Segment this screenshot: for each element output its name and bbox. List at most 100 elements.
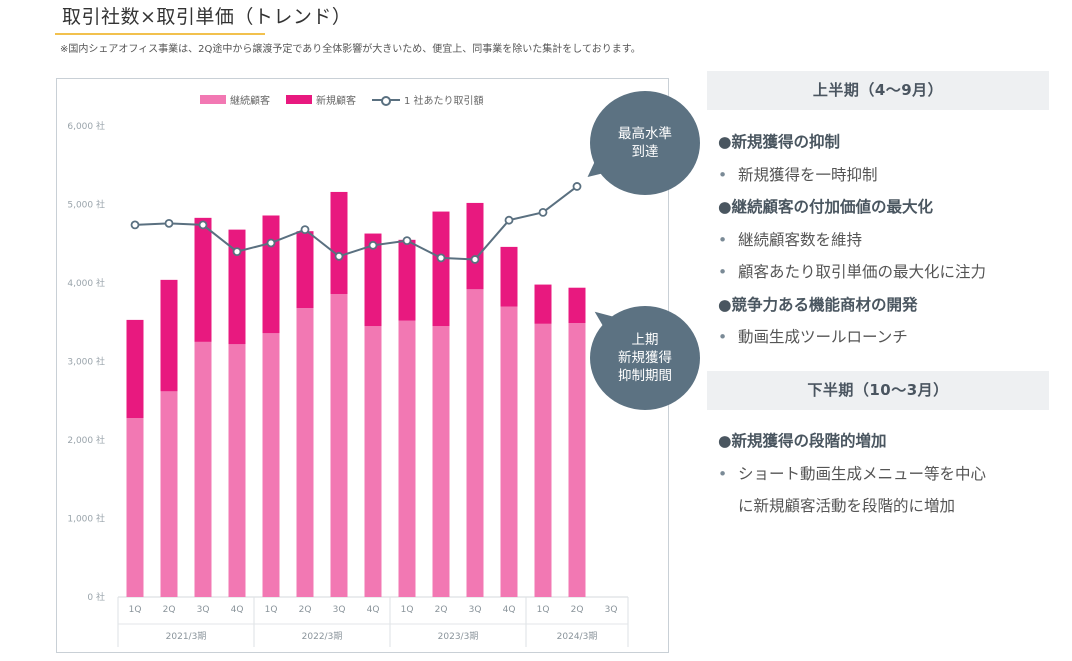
chart-frame (56, 78, 669, 653)
line-point (164, 218, 174, 228)
second-half-heading-0: ●新規獲得の段階的増加 (718, 432, 887, 450)
bar-continuing (228, 344, 246, 597)
line-point (232, 247, 242, 257)
legend-continuing-swatch (200, 95, 226, 104)
group-label: 2024/3期 (557, 631, 598, 642)
bar-new (126, 319, 144, 419)
bar-new (398, 239, 416, 321)
group-label: 2022/3期 (302, 631, 343, 642)
line-point (198, 220, 208, 230)
line-per-company-amount (134, 185, 578, 261)
bar-new (534, 284, 552, 324)
first-half-bullet-6: 動画生成ツールローンチ (718, 321, 1058, 354)
y-tick-label: 0 社 (87, 591, 105, 603)
first-half-heading-2: ●継続顧客の付加価値の最大化 (718, 198, 934, 216)
bar-new (364, 233, 382, 327)
bar-continuing (194, 341, 212, 597)
legend-continuing-label: 継続顧客 (230, 96, 270, 107)
line-point (470, 255, 480, 264)
first-half-bullet-4: 顧客あたり取引単価の最大化に注力 (718, 256, 1058, 289)
bar-continuing (160, 391, 178, 597)
callout-bubble-suppression: 上期 新規獲得 抑制期間 (590, 306, 700, 410)
second-half-list: ●新規獲得の段階的増加ショート動画生成メニュー等を中心に新規顧客活動を段階的に増… (718, 425, 1058, 523)
second-half-header: 下半期（10〜3月） (707, 371, 1049, 410)
first-half-bullet-3: 継続顧客数を維持 (718, 224, 1058, 257)
x-tick-label: 2Q (299, 605, 312, 615)
bar-continuing (126, 418, 144, 597)
group-label: 2023/3期 (438, 631, 479, 642)
bar-continuing (262, 333, 280, 597)
line-point (436, 253, 446, 263)
legend-line-label: 1 社あたり取引額 (404, 96, 484, 107)
legend-new-label: 新規顧客 (316, 96, 356, 107)
legend-new-swatch (286, 95, 312, 104)
x-tick-label: 4Q (503, 605, 516, 615)
bar-new (228, 229, 246, 345)
bar-new (432, 211, 450, 327)
first-half-header: 上半期（4〜9月） (707, 71, 1049, 110)
x-tick-label: 4Q (231, 605, 244, 615)
legend-continuing: 継続顧客 (200, 92, 270, 107)
bar-continuing (466, 289, 484, 597)
legend-new: 新規顧客 (286, 92, 356, 107)
line-point (402, 236, 412, 246)
first-half-heading-5: ●競争力ある機能商材の開発 (718, 295, 918, 314)
bar-new (568, 287, 586, 324)
bar-continuing (500, 306, 518, 597)
callout-bubble-peak: 最高水準 到達 (590, 91, 700, 195)
stacked-bar-line-chart: 0 社 1,000 社 2,000 社 3,000 社 4,000 社 5,000 社 6,… (67, 120, 629, 647)
bar-continuing (432, 326, 450, 597)
line-point (368, 240, 378, 250)
y-tick-label: 4,000 社 (67, 277, 105, 289)
bar-new (466, 202, 484, 290)
bar-new (160, 279, 178, 392)
y-tick-label: 1,000 社 (67, 513, 105, 525)
page-title: 取引社数×取引単価（トレンド） (62, 6, 352, 28)
legend-line-swatch (372, 95, 400, 106)
chart-legend: 継続顧客 新規顧客 1 社あたり取引額 (200, 92, 484, 107)
first-half-bullet-1: 新規獲得を一時抑制 (718, 159, 1058, 192)
bar-new (330, 191, 348, 294)
legend-line: 1 社あたり取引額 (372, 92, 484, 107)
first-half-heading-0: ●新規獲得の抑制 (718, 133, 841, 151)
x-tick-label: 2Q (163, 605, 176, 615)
x-tick-label: 3Q (605, 605, 618, 615)
y-tick-label: 2,000 社 (67, 434, 105, 446)
bar-continuing (568, 323, 586, 597)
line-point (300, 225, 310, 235)
footnote: ※国内シェアオフィス事業は、2Q途中から譲渡予定であり全体影響が大きいため、便宜… (60, 44, 641, 55)
x-tick-label: 1Q (401, 605, 414, 615)
x-tick-label: 3Q (197, 605, 210, 615)
bar-new (262, 215, 280, 334)
line-point (538, 207, 548, 217)
bar-new (500, 246, 518, 307)
y-tick-label: 3,000 社 (67, 356, 105, 368)
line-point (266, 238, 276, 248)
bar-continuing (364, 326, 382, 597)
y-tick-label: 6,000 社 (67, 120, 105, 132)
x-tick-label: 4Q (367, 605, 380, 615)
line-point (572, 182, 582, 191)
x-tick-label: 1Q (537, 605, 550, 615)
line-point (504, 215, 514, 225)
bar-continuing (398, 320, 416, 597)
x-tick-label: 2Q (435, 605, 448, 615)
bar-continuing (296, 308, 314, 597)
bar-new (296, 231, 314, 309)
first-half-list: ●新規獲得の抑制新規獲得を一時抑制 ●継続顧客の付加価値の最大化継続顧客数を維持顧… (718, 126, 1058, 354)
second-half-cont-2: に新規顧客活動を段階的に増加 (738, 497, 956, 515)
bar-new (194, 217, 212, 342)
x-tick-label: 2Q (571, 605, 584, 615)
x-tick-label: 1Q (129, 605, 142, 615)
x-tick-label: 3Q (333, 605, 346, 615)
line-point (130, 220, 140, 230)
group-label: 2021/3期 (166, 631, 207, 642)
x-tick-label: 1Q (265, 605, 278, 615)
x-tick-label: 3Q (469, 605, 482, 615)
bar-continuing (330, 293, 348, 597)
bar-continuing (534, 323, 552, 597)
title-underline (55, 33, 265, 35)
y-tick-label: 5,000 社 (67, 199, 105, 211)
second-half-bullet-1: ショート動画生成メニュー等を中心 (718, 458, 1058, 491)
line-point (334, 251, 344, 261)
